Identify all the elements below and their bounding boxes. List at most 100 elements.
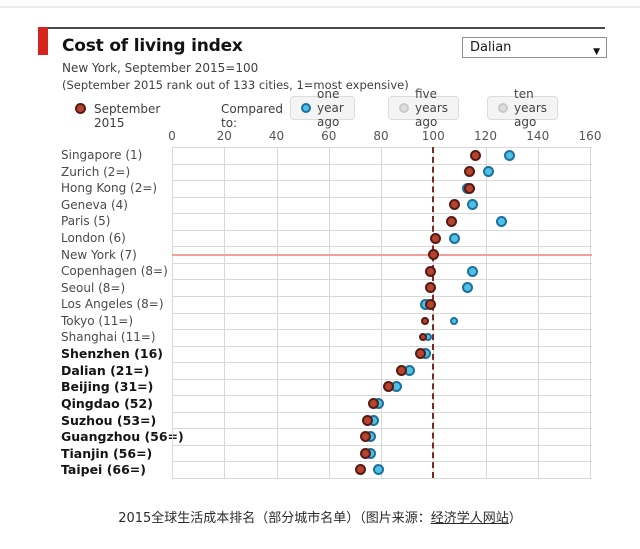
city-label: Zurich (2=) bbox=[61, 164, 131, 179]
x-axis-tick-label: 140 bbox=[526, 129, 550, 143]
chart-top-rule bbox=[38, 27, 605, 29]
city-label: London (6) bbox=[61, 231, 126, 246]
x-axis-tick-label: 0 bbox=[168, 129, 176, 143]
x-axis-tick-label: 20 bbox=[216, 129, 232, 143]
active-series-dot-icon bbox=[301, 103, 311, 113]
city-label: Singapore (1) bbox=[61, 148, 143, 163]
gridline-horizontal bbox=[172, 395, 592, 397]
city-label: Paris (5) bbox=[61, 214, 111, 229]
chart-subtitle: New York, September 2015=100 bbox=[62, 61, 259, 75]
economist-red-tab bbox=[38, 27, 48, 55]
dot-september-2015 bbox=[396, 364, 408, 376]
city-label: Geneva (4) bbox=[61, 197, 128, 212]
dot-september-2015 bbox=[446, 215, 458, 227]
dot-september-2015 bbox=[359, 431, 371, 443]
gridline-horizontal bbox=[172, 428, 592, 430]
dot-september-2015 bbox=[425, 265, 437, 277]
gridline-horizontal bbox=[172, 147, 592, 148]
x-axis-tick-label: 160 bbox=[578, 129, 602, 143]
legend-toggle-ten-years-ago[interactable]: ten years ago bbox=[487, 87, 559, 129]
gridline-horizontal bbox=[172, 461, 592, 463]
chart-subtitle-note: (September 2015 rank out of 133 cities, … bbox=[62, 78, 409, 92]
x-axis-tick-label: 80 bbox=[373, 129, 389, 143]
dot-september-2015 bbox=[367, 398, 379, 410]
city-label: Dalian (21=) bbox=[61, 362, 150, 378]
dot-one-year-ago bbox=[450, 316, 459, 325]
city-label: Seoul (8=) bbox=[61, 280, 126, 295]
dot-september-2015 bbox=[418, 333, 427, 342]
city-label: Los Angeles (8=) bbox=[61, 297, 164, 312]
dot-september-2015 bbox=[425, 298, 437, 310]
x-axis-tick-label: 60 bbox=[321, 129, 337, 143]
gridline-horizontal bbox=[172, 279, 592, 281]
city-label: Beijing (31=) bbox=[61, 379, 154, 395]
new-york-highlight-line bbox=[172, 253, 592, 256]
dot-one-year-ago bbox=[495, 215, 507, 227]
gridline-horizontal bbox=[172, 362, 592, 364]
inactive-series-dot-icon bbox=[399, 103, 409, 113]
dot-one-year-ago bbox=[461, 282, 473, 294]
dot-one-year-ago bbox=[482, 166, 494, 178]
gridline-horizontal bbox=[172, 295, 592, 297]
dot-one-year-ago bbox=[372, 464, 384, 476]
city-select-value: Dalian bbox=[470, 40, 512, 55]
x-axis-tick-label: 120 bbox=[474, 129, 497, 143]
legend-toggle-label: five years ago bbox=[415, 87, 449, 129]
legend-current-label: September 2015 bbox=[94, 102, 161, 130]
gridline-horizontal bbox=[172, 329, 592, 331]
dot-september-2015 bbox=[414, 348, 426, 360]
gridline-horizontal bbox=[172, 246, 592, 248]
city-label: Suzhou (53=) bbox=[61, 412, 157, 428]
x-axis-tick-label: 100 bbox=[421, 129, 445, 143]
chart-title: Cost of living index bbox=[62, 36, 243, 56]
gridline-horizontal bbox=[172, 163, 592, 165]
city-label: Hong Kong (2=) bbox=[61, 181, 158, 196]
gridline-horizontal bbox=[172, 196, 592, 198]
dot-one-year-ago bbox=[466, 265, 478, 277]
city-select[interactable]: Dalian ▼ bbox=[462, 37, 607, 58]
caption-suffix: ） bbox=[508, 511, 522, 526]
dot-september-2015 bbox=[421, 316, 430, 325]
gridline-horizontal bbox=[172, 478, 592, 479]
dot-september-2015 bbox=[427, 249, 439, 261]
dot-september-2015 bbox=[464, 166, 476, 178]
x-axis-tick-label: 40 bbox=[268, 129, 285, 143]
gridline-horizontal bbox=[172, 180, 592, 182]
legend-compared-to-label: Compared to: bbox=[221, 102, 284, 130]
city-label: Shenzhen (16) bbox=[61, 346, 164, 362]
city-label: Qingdao (52) bbox=[61, 396, 153, 412]
chevron-down-icon: ▼ bbox=[593, 47, 600, 57]
image-caption: 2015全球生活成本排名（部分城市名单）（图片来源：经济学人网站） bbox=[0, 507, 640, 526]
plot-area bbox=[172, 147, 592, 479]
dot-september-2015 bbox=[354, 464, 366, 476]
september-2015-dot-icon bbox=[75, 103, 86, 114]
legend-toggle-five-years-ago[interactable]: five years ago bbox=[388, 87, 460, 129]
dot-september-2015 bbox=[448, 199, 460, 211]
dot-september-2015 bbox=[469, 149, 481, 161]
dot-one-year-ago bbox=[466, 199, 478, 211]
dot-september-2015 bbox=[383, 381, 395, 393]
city-label: New York (7) bbox=[61, 247, 137, 262]
reference-line-100 bbox=[432, 147, 435, 478]
gridline-horizontal bbox=[172, 229, 592, 231]
gridline-horizontal bbox=[172, 444, 592, 446]
dot-one-year-ago bbox=[448, 232, 460, 244]
page-top-divider bbox=[0, 6, 640, 8]
legend-toggle-label: ten years ago bbox=[514, 87, 548, 129]
source-link[interactable]: 经济学人网站 bbox=[430, 511, 509, 526]
dot-september-2015 bbox=[359, 447, 371, 459]
gridline-horizontal bbox=[172, 213, 592, 215]
gridline-horizontal bbox=[172, 411, 592, 413]
dot-september-2015 bbox=[362, 414, 374, 426]
legend-toggle-label: one year ago bbox=[317, 87, 344, 129]
city-label: Tokyo (11=) bbox=[61, 313, 134, 328]
city-label: Taipei (66=) bbox=[61, 462, 146, 478]
legend-toggle-one-year-ago[interactable]: one year ago bbox=[290, 87, 355, 129]
city-label: Tianjin (56=) bbox=[61, 445, 153, 461]
gridline-horizontal bbox=[172, 312, 592, 314]
dot-september-2015 bbox=[464, 182, 476, 194]
caption-text: 2015全球生活成本排名（部分城市名单）（图片来源： bbox=[118, 511, 431, 526]
dot-one-year-ago bbox=[503, 149, 515, 161]
dot-september-2015 bbox=[425, 282, 437, 294]
